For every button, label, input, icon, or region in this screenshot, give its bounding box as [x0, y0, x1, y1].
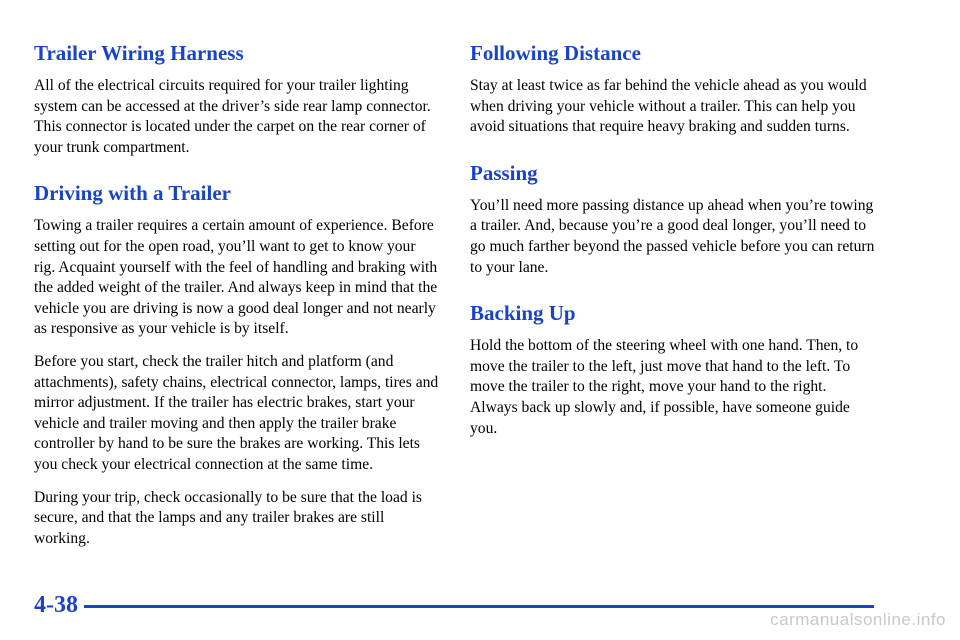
paragraph: Before you start, check the trailer hitc…: [34, 352, 439, 473]
section-trailer-wiring-harness: Trailer Wiring Harness All of the electr…: [34, 40, 439, 158]
section-driving-with-a-trailer: Driving with a Trailer Towing a trailer …: [34, 180, 439, 549]
heading-following-distance: Following Distance: [470, 41, 641, 65]
section-passing: Passing You’ll need more passing distanc…: [470, 160, 875, 278]
section-backing-up: Backing Up Hold the bottom of the steeri…: [470, 300, 875, 439]
heading-passing: Passing: [470, 160, 538, 185]
right-column: Following Distance Stay at least twice a…: [470, 40, 875, 461]
heading-backing-up: Backing Up: [470, 301, 576, 326]
section-following-distance: Following Distance Stay at least twice a…: [470, 40, 875, 138]
heading-trailer-wiring-harness: Trailer Wiring Harness: [34, 41, 244, 65]
paragraph: Hold the bottom of the steering wheel wi…: [470, 337, 859, 437]
heading-driving-with-a-trailer: Driving with a Trailer: [34, 181, 231, 206]
paragraph: All of the electrical circuits required …: [34, 77, 431, 156]
paragraph: You’ll need more passing distance up ahe…: [470, 196, 875, 276]
page-number: 4-38: [34, 592, 78, 618]
paragraph: Stay at least twice as far behind the ve…: [470, 77, 867, 136]
paragraph: During your trip, check occasionally to …: [34, 488, 423, 547]
watermark: carmanualsonline.info: [770, 610, 946, 629]
left-column: Trailer Wiring Harness All of the electr…: [34, 40, 439, 571]
page-footer: 4-38: [0, 588, 960, 628]
paragraph: Towing a trailer requires a certain amou…: [34, 217, 438, 338]
footer-rule: [84, 605, 874, 608]
